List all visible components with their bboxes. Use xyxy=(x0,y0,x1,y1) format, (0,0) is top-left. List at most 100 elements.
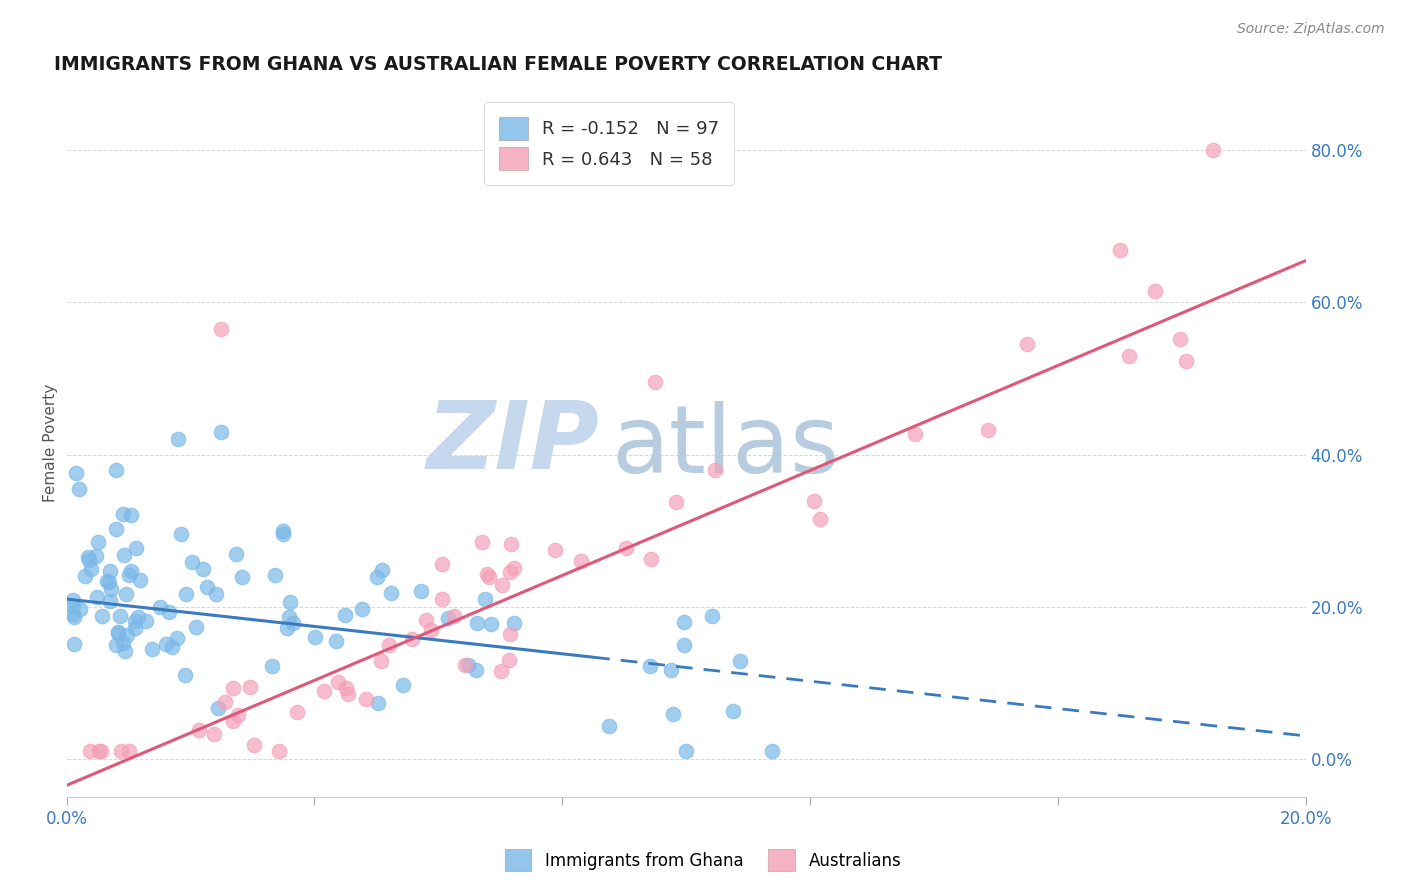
Point xyxy=(380,586,402,600)
Point xyxy=(90,609,112,624)
Point xyxy=(498,653,520,667)
Point xyxy=(84,549,107,564)
Point xyxy=(77,549,100,564)
Point xyxy=(366,570,388,584)
Point xyxy=(65,466,87,480)
Legend: Immigrants from Ghana, Australians: Immigrants from Ghana, Australians xyxy=(496,841,910,880)
Point xyxy=(80,562,103,576)
Point xyxy=(420,623,443,637)
Point xyxy=(1168,332,1191,346)
Point xyxy=(312,684,335,698)
Point xyxy=(335,681,357,696)
Point xyxy=(640,551,662,566)
Point xyxy=(672,615,695,630)
Point xyxy=(977,424,1000,438)
Y-axis label: Female Poverty: Female Poverty xyxy=(44,384,58,502)
Point xyxy=(105,463,128,477)
Text: atlas: atlas xyxy=(612,401,839,492)
Point xyxy=(86,591,108,605)
Point xyxy=(325,633,347,648)
Point xyxy=(62,599,84,613)
Point xyxy=(239,680,262,694)
Point xyxy=(569,554,592,568)
Point xyxy=(673,638,696,652)
Point xyxy=(105,522,128,536)
Point xyxy=(204,587,226,601)
Point xyxy=(155,638,177,652)
Point xyxy=(477,566,499,581)
Point xyxy=(105,638,128,652)
Point xyxy=(1201,144,1223,158)
Point xyxy=(77,552,100,566)
Point xyxy=(167,433,190,447)
Point xyxy=(115,587,138,601)
Point xyxy=(415,613,437,627)
Point xyxy=(149,600,172,615)
Point xyxy=(675,744,697,758)
Point xyxy=(211,322,233,336)
Point xyxy=(659,663,682,677)
Point xyxy=(79,744,101,758)
Point xyxy=(638,658,661,673)
Point xyxy=(430,557,453,571)
Point xyxy=(112,548,135,562)
Point xyxy=(430,591,453,606)
Point xyxy=(67,482,90,496)
Point xyxy=(63,610,86,624)
Text: ZIP: ZIP xyxy=(426,397,599,489)
Point xyxy=(174,587,197,601)
Point xyxy=(90,744,112,758)
Point xyxy=(1015,336,1038,351)
Point xyxy=(1118,349,1140,363)
Point xyxy=(170,527,193,541)
Point xyxy=(214,695,236,709)
Point xyxy=(803,494,825,508)
Point xyxy=(354,691,377,706)
Point xyxy=(243,739,266,753)
Point xyxy=(761,744,783,758)
Point xyxy=(392,678,415,692)
Point xyxy=(97,575,120,590)
Point xyxy=(474,592,496,607)
Point xyxy=(457,657,479,672)
Point xyxy=(481,616,503,631)
Point xyxy=(226,708,249,723)
Point xyxy=(499,627,522,641)
Point xyxy=(207,700,229,714)
Point xyxy=(115,628,138,642)
Point xyxy=(124,621,146,635)
Point xyxy=(335,607,357,622)
Point xyxy=(111,636,134,650)
Point xyxy=(728,654,751,668)
Legend: R = -0.152   N = 97, R = 0.643   N = 58: R = -0.152 N = 97, R = 0.643 N = 58 xyxy=(485,103,734,185)
Point xyxy=(157,605,180,619)
Point xyxy=(544,543,567,558)
Point xyxy=(110,744,132,758)
Point xyxy=(135,614,157,628)
Point xyxy=(401,632,423,647)
Point xyxy=(350,602,373,616)
Point xyxy=(336,687,359,701)
Point xyxy=(129,574,152,588)
Point xyxy=(281,615,304,630)
Point xyxy=(471,535,494,549)
Point xyxy=(904,426,927,441)
Point xyxy=(273,527,295,541)
Point xyxy=(378,638,401,652)
Point xyxy=(118,744,141,758)
Point xyxy=(370,653,392,667)
Point xyxy=(260,659,283,673)
Point xyxy=(222,681,245,695)
Point xyxy=(118,567,141,582)
Point xyxy=(503,616,526,631)
Point xyxy=(1108,243,1130,257)
Point xyxy=(75,568,97,582)
Point xyxy=(276,621,298,635)
Point xyxy=(195,580,218,594)
Point xyxy=(411,584,433,599)
Point xyxy=(491,578,513,592)
Point xyxy=(181,555,204,569)
Point xyxy=(191,562,214,576)
Point xyxy=(499,566,522,580)
Point xyxy=(98,593,121,607)
